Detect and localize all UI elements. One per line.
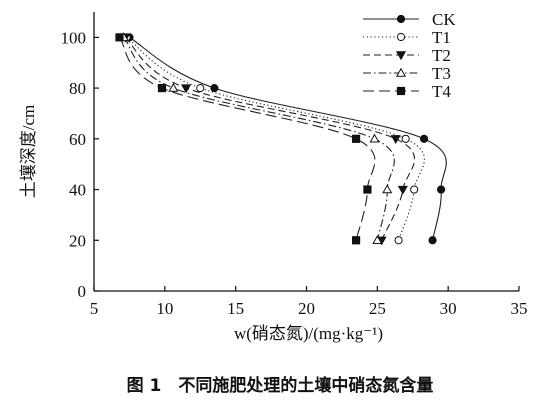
legend-marker-ck	[396, 14, 406, 24]
data-point-t2	[390, 135, 401, 145]
legend-label-t1: T1	[432, 28, 451, 47]
series-line-t4	[119, 37, 376, 241]
y-tick-label: 60	[69, 130, 86, 149]
data-point-t3	[372, 235, 383, 244]
series-line-ck	[129, 36, 447, 241]
x-tick-label: 25	[369, 299, 386, 318]
data-point-t1	[196, 83, 205, 93]
data-point-ck	[419, 134, 429, 143]
y-tick-label: 80	[69, 79, 86, 98]
x-tick-label: 35	[511, 299, 528, 318]
series-t3	[118, 32, 395, 244]
data-point-t3	[369, 133, 380, 143]
series-t4	[115, 33, 376, 245]
series-line-t2	[124, 36, 416, 241]
y-tick-label: 100	[61, 28, 87, 47]
legend-label-t2: T2	[432, 46, 451, 65]
x-tick-label: 5	[90, 299, 99, 318]
legend-marker-t1	[396, 32, 406, 42]
data-point-t4	[351, 236, 361, 245]
legend-marker-t2	[395, 51, 407, 61]
data-point-t2	[181, 84, 192, 94]
data-point-t1	[394, 236, 403, 245]
data-point-t3	[382, 184, 393, 194]
series-t2	[120, 33, 416, 246]
legend-label-t4: T4	[432, 82, 451, 101]
data-point-ck	[436, 185, 446, 194]
data-point-t4	[157, 83, 167, 93]
x-tick-label: 15	[227, 299, 244, 318]
data-point-t4	[115, 33, 124, 42]
x-axis-title: w(硝态氮)/(mg·kg⁻¹)	[234, 324, 383, 343]
legend-marker-t4	[396, 86, 406, 96]
x-tick-label: 10	[156, 299, 173, 318]
y-tick-label: 0	[78, 282, 87, 301]
data-point-t1	[410, 185, 419, 194]
y-axis-title: 土壤深度/cm	[18, 105, 38, 199]
data-point-ck	[428, 236, 437, 245]
legend-label-t3: T3	[432, 64, 451, 83]
data-point-t2	[397, 185, 408, 195]
data-point-t3	[168, 82, 179, 92]
series-line-t1	[126, 36, 425, 241]
y-tick-label: 20	[69, 231, 86, 250]
data-point-t1	[401, 134, 410, 143]
x-tick-label: 20	[298, 299, 315, 318]
data-point-t4	[363, 185, 372, 194]
y-tick-label: 40	[69, 181, 86, 200]
legend-label-ck: CK	[432, 10, 456, 29]
x-tick-label: 30	[440, 299, 457, 318]
legend-marker-t3	[395, 67, 407, 77]
data-point-ck	[210, 83, 219, 93]
figure-caption: 图 1 不同施肥处理的土壤中硝态氮含量	[127, 375, 434, 396]
data-point-t4	[351, 134, 361, 143]
